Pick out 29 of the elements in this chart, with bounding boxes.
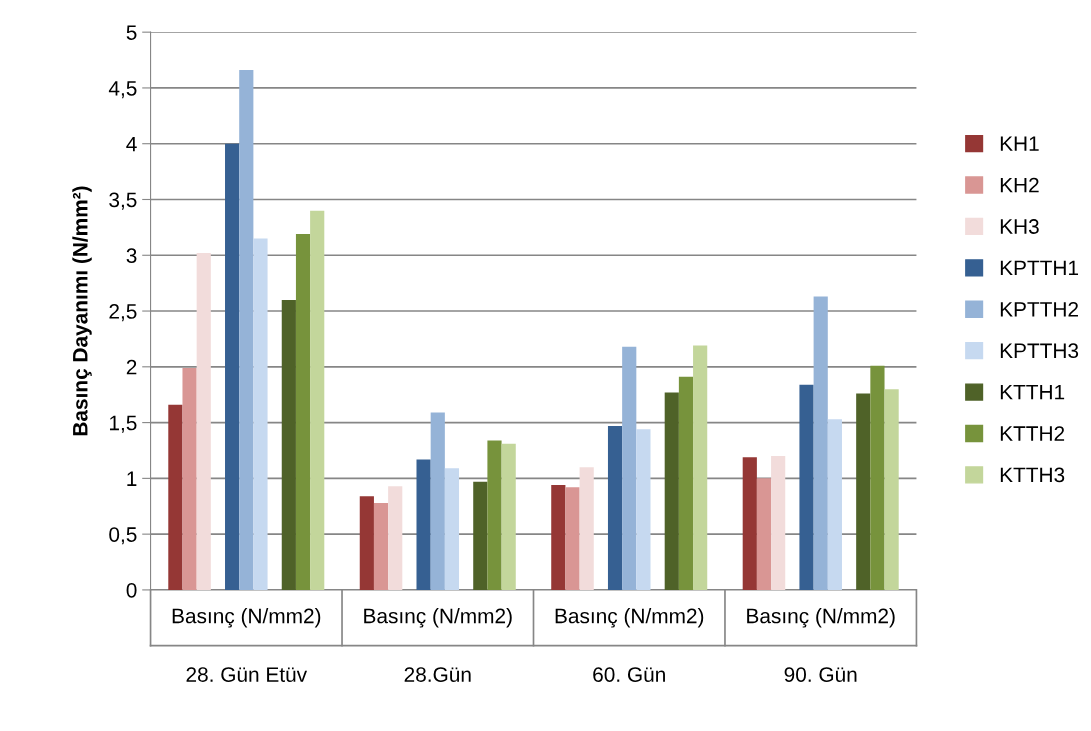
text: Basınç (N/mm2) (364, 608, 512, 628)
y-tick-label: 1 (127, 471, 137, 486)
text: Basınç (N/mm2) (747, 608, 895, 628)
legend-label: KH3 (1000, 219, 1039, 234)
y-tick-label: 3 (126, 248, 137, 264)
legend-label: KPTTH2 (1000, 301, 1078, 317)
x-tick-label: 60. Gün (593, 667, 665, 682)
y-tick-label: 4,5 (108, 81, 137, 99)
x-tick-label: 90. Gün (784, 667, 857, 682)
x-tick-label: 28. Gün Etüv (186, 667, 308, 682)
y-tick-label: 5 (126, 25, 137, 40)
y-tick-label: 0 (126, 582, 137, 598)
text: Basınç (N/mm2) (172, 608, 321, 628)
legend-label: KH1 (1000, 136, 1039, 151)
legend-label: KTTH2 (1000, 426, 1065, 441)
y-tick-label: 1,5 (109, 415, 137, 433)
legend-label: KPTTH1 (1000, 260, 1079, 276)
y-tick-label: 2 (126, 359, 137, 375)
y-axis-title: Basınç Dayanımı (N/mm²) (72, 186, 92, 436)
legend-label: KTTH1 (1000, 384, 1065, 400)
legend-label: KTTH3 (1000, 467, 1065, 483)
legend-label: KH2 (1000, 177, 1039, 193)
legend-label: KPTTH3 (1000, 343, 1079, 359)
y-tick-label: 0,5 (109, 527, 137, 545)
x-tick-label: 28.Gün (404, 667, 471, 682)
y-tick-label: 4 (126, 136, 137, 152)
y-tick-label: 2,5 (109, 304, 137, 322)
y-tick-label: 3,5 (109, 192, 137, 210)
text: Basınç (N/mm2) (555, 608, 704, 628)
